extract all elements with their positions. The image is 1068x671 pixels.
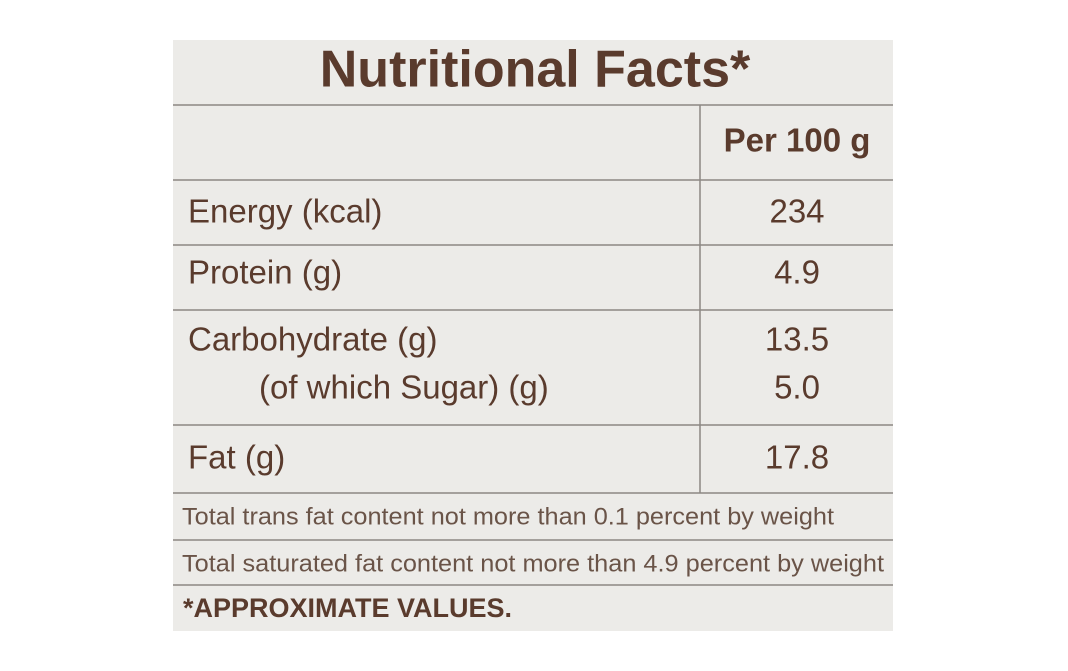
row-label: Fat (g) [188, 439, 285, 476]
row-value: 13.5 [765, 321, 829, 358]
row-label: Protein (g) [188, 254, 342, 291]
row-value: 234 [769, 193, 824, 230]
row-value: 17.8 [765, 439, 829, 476]
column-header: Per 100 g [724, 122, 871, 159]
row-label: Energy (kcal) [188, 193, 382, 230]
note: Total trans fat content not more than 0.… [182, 503, 834, 530]
row-value: 4.9 [774, 254, 820, 291]
note: Total saturated fat content not more tha… [182, 550, 884, 577]
panel [173, 40, 893, 631]
row-label: Carbohydrate (g) [188, 321, 437, 358]
footer: *APPROXIMATE VALUES. [183, 593, 512, 623]
row-label: (of which Sugar) (g) [259, 369, 549, 406]
row-value: 5.0 [774, 369, 820, 406]
title: Nutritional Facts* [320, 41, 751, 99]
